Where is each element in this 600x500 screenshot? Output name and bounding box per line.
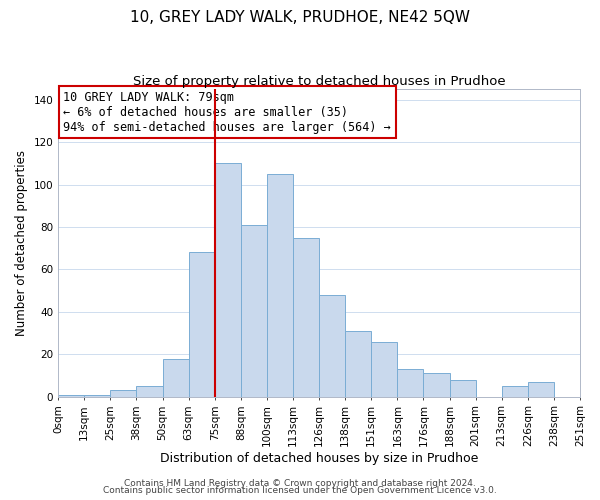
Text: Contains public sector information licensed under the Open Government Licence v3: Contains public sector information licen… — [103, 486, 497, 495]
Bar — [424, 374, 449, 396]
Bar — [502, 386, 528, 396]
Y-axis label: Number of detached properties: Number of detached properties — [15, 150, 28, 336]
Bar — [110, 390, 136, 396]
Bar — [136, 386, 163, 396]
Bar — [84, 394, 110, 396]
Bar — [345, 331, 371, 396]
Text: Contains HM Land Registry data © Crown copyright and database right 2024.: Contains HM Land Registry data © Crown c… — [124, 478, 476, 488]
Bar — [528, 382, 554, 396]
Bar — [319, 295, 345, 396]
Text: 10, GREY LADY WALK, PRUDHOE, NE42 5QW: 10, GREY LADY WALK, PRUDHOE, NE42 5QW — [130, 10, 470, 25]
Bar — [188, 252, 215, 396]
Bar — [371, 342, 397, 396]
Text: 10 GREY LADY WALK: 79sqm
← 6% of detached houses are smaller (35)
94% of semi-de: 10 GREY LADY WALK: 79sqm ← 6% of detache… — [64, 90, 391, 134]
Title: Size of property relative to detached houses in Prudhoe: Size of property relative to detached ho… — [133, 75, 505, 88]
X-axis label: Distribution of detached houses by size in Prudhoe: Distribution of detached houses by size … — [160, 452, 478, 465]
Bar — [215, 164, 241, 396]
Bar — [163, 358, 188, 397]
Bar — [397, 369, 424, 396]
Bar — [267, 174, 293, 396]
Bar — [58, 394, 84, 396]
Bar — [241, 225, 267, 396]
Bar — [293, 238, 319, 396]
Bar — [449, 380, 476, 396]
